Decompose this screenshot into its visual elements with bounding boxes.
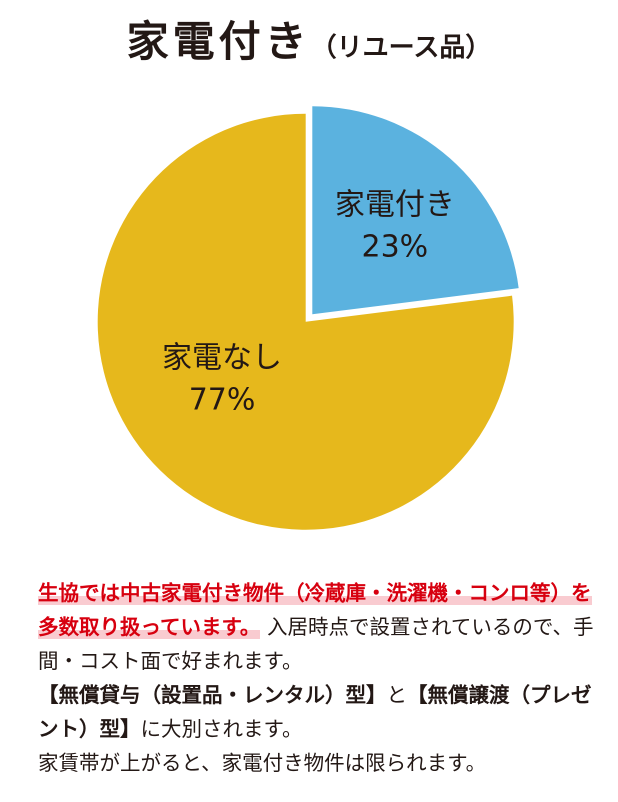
description-text-2: と [386,683,408,707]
chart-title-sub: （リユース品） [310,33,492,63]
pie-slice-2 [97,113,514,530]
pie-slice-1 [312,106,519,315]
description-bold-1: 【無償貸与（設置品・レンタル）型】 [38,683,387,707]
description: 生協では中古家電付き物件（冷蔵庫・洗濯機・コンロ等）を多数取り扱っています。 入… [38,576,598,780]
description-bold-2: 【無償譲渡（プレゼント）型】 [38,683,592,741]
chart-title-main: 家電付き [126,17,311,66]
description-text-1: 入居時点で設置されているので、手間・コスト面で好まれます。 [38,615,594,673]
slice-label-2: 家電なし [162,341,282,376]
slice-label-1: 家電付き [335,188,455,223]
slice-value-2: 77% [189,383,256,418]
description-text-4: 家賃帯が上がると、家電付き物件は限られます。 [38,751,487,775]
description-text-3: に大別されます。 [140,717,303,741]
slice-value-1: 23% [361,230,428,265]
chart-title: 家電付き（リユース品） [0,8,618,69]
pie-chart: 家電付き 23% 家電なし 77% [97,106,519,530]
